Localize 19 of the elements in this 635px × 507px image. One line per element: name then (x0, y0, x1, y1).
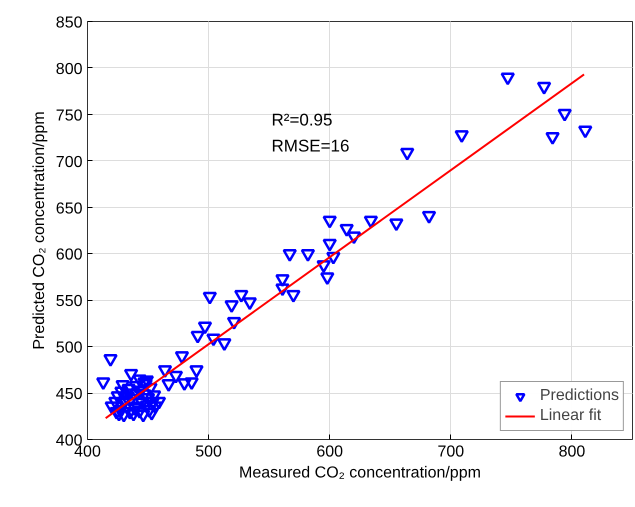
y-tick-label: 500 (56, 340, 83, 357)
y-tick-label: 750 (56, 107, 83, 124)
y-tick-label: 700 (56, 154, 83, 171)
x-tick-label: 600 (316, 444, 344, 460)
x-axis-title: Measured CO₂ concentration/ppm (239, 464, 481, 482)
x-tick-label: 500 (195, 444, 222, 460)
y-tick-label: 850 (56, 14, 83, 32)
y-tick-label: 450 (56, 386, 83, 404)
legend-label: Linear fit (540, 407, 602, 425)
y-tick-label: 550 (56, 293, 83, 310)
x-tick-label: 700 (437, 444, 464, 460)
annotation: R²=0.95 (272, 110, 332, 130)
y-tick-label: 800 (56, 60, 83, 78)
y-tick-label: 600 (56, 246, 83, 264)
x-tick-label: 800 (558, 444, 586, 460)
legend-label: Predictions (540, 387, 619, 405)
annotation: RMSE=16 (272, 136, 350, 156)
y-axis-title: Predicted CO₂ concentration/ppm (30, 111, 48, 350)
y-tick-label: 650 (56, 200, 83, 218)
